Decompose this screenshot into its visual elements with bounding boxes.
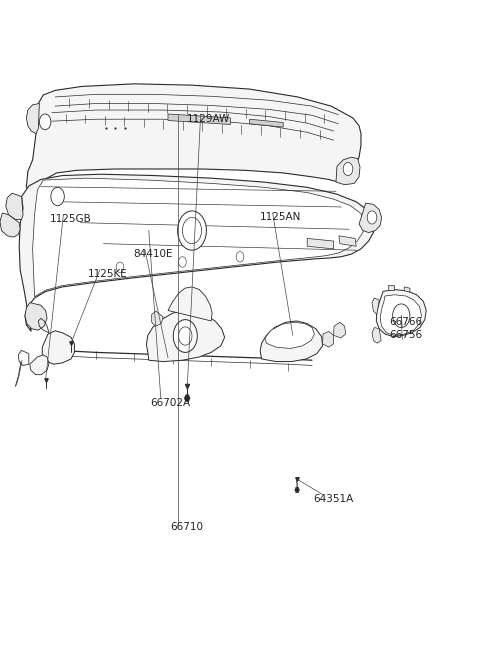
Polygon shape bbox=[323, 331, 334, 347]
Polygon shape bbox=[260, 321, 323, 362]
Circle shape bbox=[179, 257, 186, 267]
Polygon shape bbox=[152, 311, 163, 326]
Text: 66766: 66766 bbox=[389, 317, 422, 328]
Polygon shape bbox=[26, 84, 361, 208]
Polygon shape bbox=[372, 328, 381, 343]
Polygon shape bbox=[359, 203, 382, 233]
Polygon shape bbox=[146, 310, 225, 362]
Text: 66756: 66756 bbox=[389, 330, 422, 341]
Polygon shape bbox=[295, 487, 300, 493]
Polygon shape bbox=[25, 303, 47, 330]
Polygon shape bbox=[19, 174, 374, 331]
Polygon shape bbox=[42, 331, 74, 364]
Polygon shape bbox=[0, 213, 20, 237]
Polygon shape bbox=[404, 287, 410, 292]
Text: 1125AN: 1125AN bbox=[260, 212, 301, 223]
Polygon shape bbox=[30, 355, 49, 375]
Text: 64351A: 64351A bbox=[313, 494, 354, 504]
Polygon shape bbox=[376, 290, 426, 337]
Polygon shape bbox=[250, 119, 283, 127]
Polygon shape bbox=[168, 114, 230, 124]
Circle shape bbox=[182, 217, 202, 244]
Polygon shape bbox=[168, 287, 212, 321]
Text: 66710: 66710 bbox=[171, 522, 204, 533]
Polygon shape bbox=[265, 322, 314, 348]
Circle shape bbox=[393, 304, 410, 328]
Polygon shape bbox=[336, 157, 360, 185]
Circle shape bbox=[179, 327, 192, 345]
Circle shape bbox=[51, 187, 64, 206]
Circle shape bbox=[236, 252, 244, 262]
Circle shape bbox=[367, 211, 377, 224]
Circle shape bbox=[178, 211, 206, 250]
Polygon shape bbox=[307, 238, 334, 249]
Polygon shape bbox=[6, 193, 23, 219]
Text: 84410E: 84410E bbox=[133, 249, 172, 259]
Circle shape bbox=[343, 162, 353, 176]
Polygon shape bbox=[334, 322, 346, 338]
Polygon shape bbox=[26, 103, 39, 134]
Text: 66702A: 66702A bbox=[150, 398, 191, 408]
Polygon shape bbox=[380, 295, 421, 335]
Text: 1125GB: 1125GB bbox=[50, 214, 92, 225]
Polygon shape bbox=[339, 236, 356, 246]
Text: 1125KE: 1125KE bbox=[88, 269, 128, 279]
Polygon shape bbox=[388, 285, 394, 290]
Text: 1129AW: 1129AW bbox=[187, 114, 230, 124]
Polygon shape bbox=[184, 395, 190, 402]
Polygon shape bbox=[372, 298, 379, 314]
Circle shape bbox=[173, 320, 197, 352]
Polygon shape bbox=[33, 178, 365, 297]
Circle shape bbox=[39, 114, 51, 130]
Circle shape bbox=[116, 262, 124, 272]
